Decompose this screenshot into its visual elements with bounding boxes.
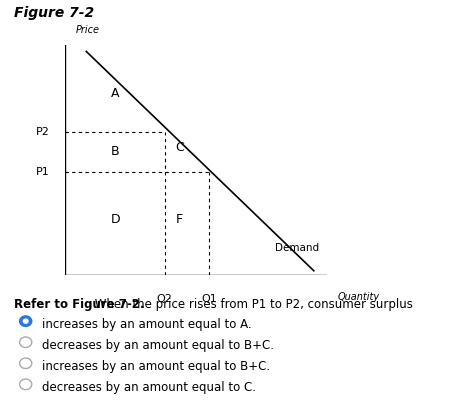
Text: Figure 7-2: Figure 7-2 (14, 6, 94, 20)
Text: Demand: Demand (275, 243, 318, 253)
Text: increases by an amount equal to B+C.: increases by an amount equal to B+C. (42, 360, 270, 373)
Text: When the price rises from P1 to P2, consumer surplus: When the price rises from P1 to P2, cons… (91, 298, 413, 311)
Text: Q2: Q2 (157, 294, 173, 304)
Text: Q1: Q1 (201, 294, 217, 304)
Text: B: B (111, 145, 120, 158)
Text: Refer to Figure 7-2.: Refer to Figure 7-2. (14, 298, 144, 311)
Text: C: C (175, 141, 184, 154)
Text: Quantity: Quantity (337, 292, 380, 302)
Text: F: F (176, 213, 183, 226)
Text: P1: P1 (36, 166, 50, 177)
Text: decreases by an amount equal to C.: decreases by an amount equal to C. (42, 381, 256, 394)
Text: decreases by an amount equal to B+C.: decreases by an amount equal to B+C. (42, 339, 274, 352)
Text: P2: P2 (36, 127, 50, 137)
Text: A: A (111, 87, 120, 100)
Text: Price: Price (76, 26, 100, 35)
Text: increases by an amount equal to A.: increases by an amount equal to A. (42, 318, 252, 331)
Text: D: D (110, 213, 120, 226)
